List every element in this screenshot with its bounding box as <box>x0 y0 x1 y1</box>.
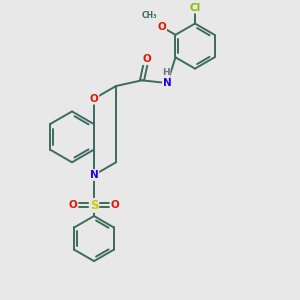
Text: S: S <box>90 199 98 212</box>
Text: O: O <box>142 54 151 64</box>
Text: O: O <box>158 22 166 32</box>
Text: N: N <box>163 78 172 88</box>
Text: H: H <box>162 68 169 76</box>
Text: O: O <box>110 200 119 210</box>
Text: N: N <box>90 170 98 180</box>
Text: O: O <box>69 200 78 210</box>
Text: CH₃: CH₃ <box>142 11 157 20</box>
Text: Cl: Cl <box>189 3 201 13</box>
Text: O: O <box>90 94 98 104</box>
